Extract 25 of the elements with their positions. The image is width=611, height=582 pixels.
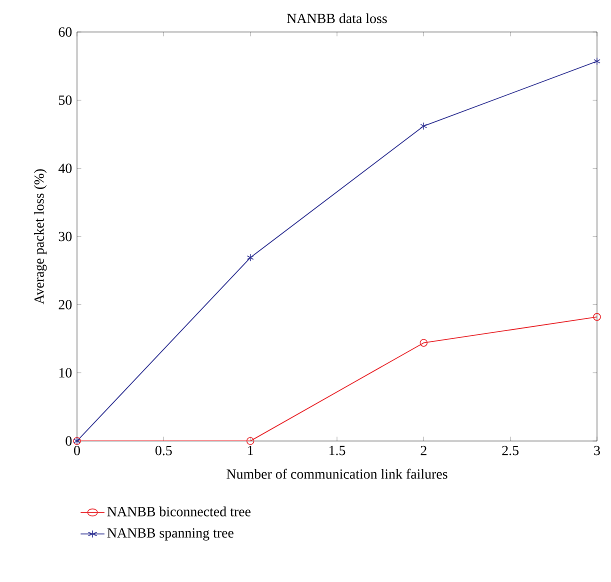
- point: [420, 122, 428, 130]
- y-tick-label: 60: [58, 27, 72, 37]
- point: [594, 57, 600, 66]
- point: [246, 254, 254, 262]
- y-tick-label: 20: [58, 300, 72, 310]
- y-tick-label: 40: [58, 164, 72, 174]
- x-axis-title: Number of communication link failures: [226, 468, 448, 479]
- point: [420, 338, 428, 347]
- x-tick-label: 1: [248, 446, 253, 456]
- point: [593, 313, 601, 321]
- x-tick-label: 3: [594, 446, 600, 456]
- x-tick-label: 0.5: [155, 446, 172, 456]
- y-axis-title: Average packet loss (%): [34, 169, 47, 304]
- y-tick-label: 10: [59, 368, 72, 378]
- y-tick-label: 50: [59, 95, 72, 105]
- y-tick-label: 0: [66, 436, 72, 446]
- x-tick-label: 2.5: [502, 446, 519, 456]
- point: [246, 437, 254, 445]
- chart-title: NANBB data loss: [287, 13, 387, 24]
- legend-label: NANBB spanning tree: [107, 528, 234, 541]
- x-tick-label: 1.5: [330, 446, 346, 456]
- legend-label: NANBB biconnected tree: [107, 506, 250, 516]
- x-tick-label: 2: [420, 446, 426, 456]
- y-tick-label: 30: [58, 232, 72, 242]
- x-tick-label: 0: [74, 446, 80, 456]
